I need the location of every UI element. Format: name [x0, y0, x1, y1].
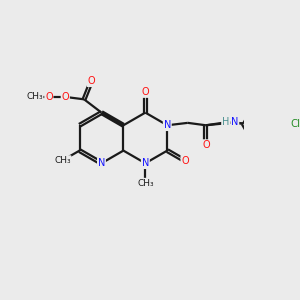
Text: O: O — [142, 87, 149, 97]
Text: CH₃: CH₃ — [54, 156, 71, 165]
Text: N: N — [98, 158, 105, 168]
Text: CH₃: CH₃ — [137, 178, 154, 188]
Text: Cl: Cl — [290, 118, 300, 129]
Text: N: N — [164, 120, 171, 130]
Text: N: N — [142, 158, 149, 168]
Text: H: H — [222, 117, 230, 128]
Text: O: O — [181, 156, 189, 166]
Text: O: O — [202, 140, 210, 150]
Text: O: O — [45, 92, 53, 102]
Text: N: N — [231, 117, 238, 128]
Text: O: O — [61, 92, 69, 102]
Text: CH₃: CH₃ — [26, 92, 43, 101]
Text: O: O — [88, 76, 95, 86]
